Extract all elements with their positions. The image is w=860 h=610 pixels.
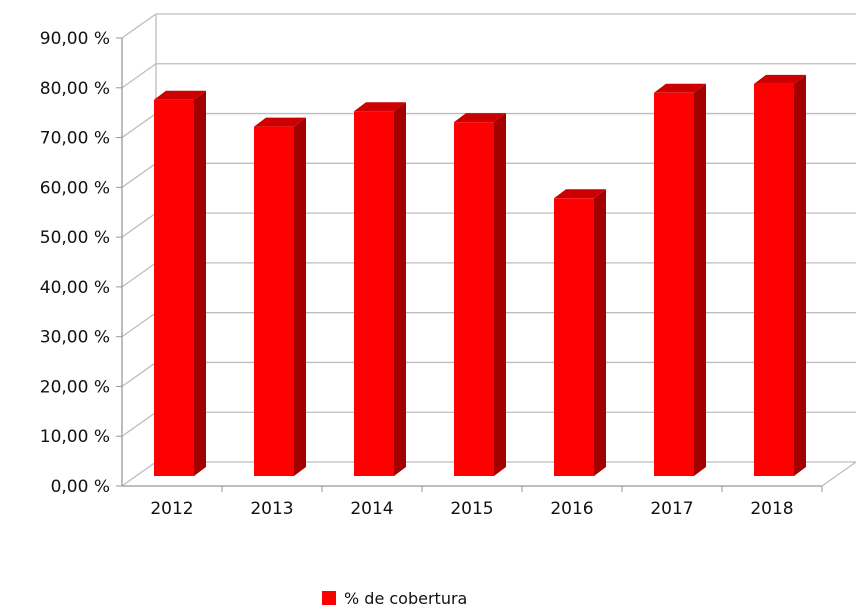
gridline-depth — [121, 162, 157, 188]
bar — [254, 126, 294, 477]
y-tick-label: 90,00 % — [40, 29, 110, 49]
bar-top — [654, 83, 706, 93]
bar-top — [154, 90, 206, 100]
bar-side — [594, 189, 606, 477]
bar-top — [754, 74, 806, 84]
x-tick-label: 2018 — [750, 499, 793, 519]
gridline-depth — [121, 461, 157, 487]
x-tick-label: 2013 — [250, 499, 293, 519]
bar-side — [794, 74, 806, 477]
bar-side — [394, 102, 406, 476]
bar-side — [294, 117, 306, 477]
gridline-depth — [121, 63, 157, 89]
legend-swatch — [322, 591, 336, 605]
x-tick-label: 2016 — [550, 499, 593, 519]
bar-top — [254, 117, 306, 127]
bar-side — [694, 83, 706, 476]
y-tick-label: 80,00 % — [40, 79, 110, 99]
x-tick-label: 2015 — [450, 499, 493, 519]
gridline-depth — [121, 113, 157, 139]
gridline-depth — [121, 13, 157, 39]
y-tick-label: 50,00 % — [40, 228, 110, 248]
y-tick-label: 60,00 % — [40, 178, 110, 198]
bar — [554, 198, 594, 477]
gridline-depth — [121, 212, 157, 238]
y-tick-label: 10,00 % — [40, 427, 110, 447]
floor-right-edge — [821, 461, 857, 487]
bar — [354, 111, 394, 476]
y-tick-label: 40,00 % — [40, 278, 110, 298]
bar — [754, 83, 794, 477]
x-tick-label: 2012 — [150, 499, 193, 519]
gridline-depth — [121, 411, 157, 437]
y-tick-label: 0,00 % — [51, 477, 110, 497]
bar — [654, 92, 694, 476]
y-tick-label: 30,00 % — [40, 328, 110, 348]
bar-side — [194, 90, 206, 477]
gridline-depth — [121, 262, 157, 288]
legend: % de cobertura — [322, 588, 468, 608]
bar-top — [354, 102, 406, 112]
gridline-depth — [121, 312, 157, 338]
bars — [154, 74, 806, 477]
bar-top — [454, 113, 506, 123]
y-tick-label: 20,00 % — [40, 377, 110, 397]
bar-side — [494, 113, 506, 476]
axes — [116, 37, 857, 492]
axis-labels: 0,00 % 10,00 % 20,00 % 30,00 % 40,00 % 50,00 … — [40, 29, 794, 519]
bar-top — [554, 189, 606, 199]
bar — [454, 122, 494, 476]
bar — [154, 99, 194, 477]
x-tick-label: 2014 — [350, 499, 393, 519]
legend-label: % de cobertura — [344, 588, 468, 608]
gridline-depth — [121, 361, 157, 387]
y-tick-label: 70,00 % — [40, 129, 110, 149]
x-tick-label: 2017 — [650, 499, 693, 519]
